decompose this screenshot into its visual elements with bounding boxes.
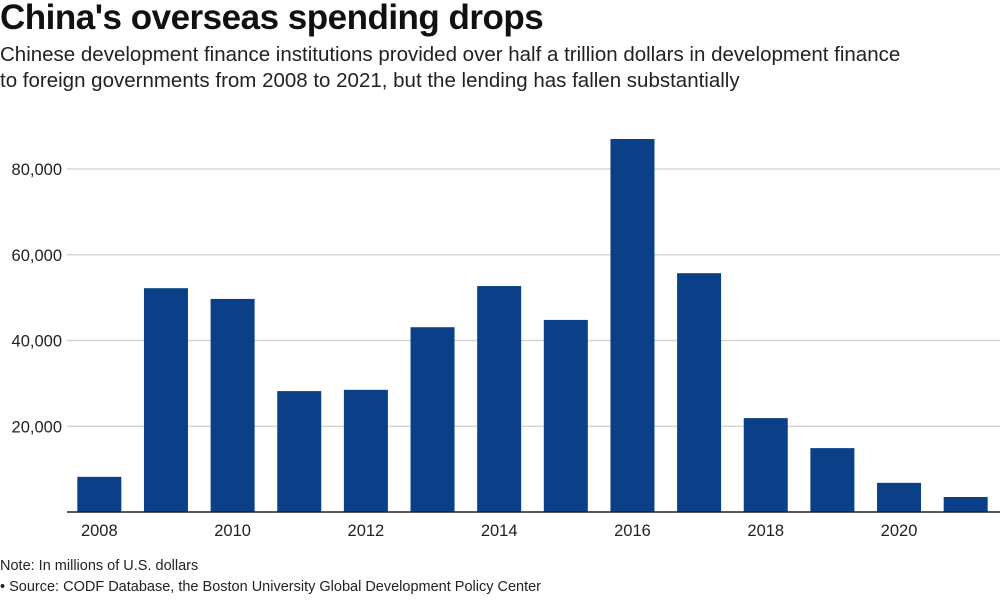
- chart-title: China's overseas spending drops: [0, 0, 544, 37]
- chart-note: Note: In millions of U.S. dollars: [0, 558, 199, 574]
- bar-2011: [277, 391, 322, 512]
- bar-2020: [877, 482, 922, 512]
- x-tick-label: 2010: [214, 522, 251, 540]
- bar-2019: [810, 448, 855, 512]
- bar-2021: [943, 496, 988, 512]
- bar-2015: [543, 319, 588, 512]
- gridlines: [67, 168, 1000, 427]
- x-tick-label: 2016: [614, 522, 651, 540]
- y-tick-label: 80,000: [12, 161, 62, 179]
- bar-2010: [210, 298, 255, 512]
- bar-2014: [477, 286, 522, 512]
- y-axis-ticks: 20,000 40,000 60,000 80,000: [12, 161, 62, 436]
- x-tick-label: 2020: [881, 522, 918, 540]
- x-tick-label: 2018: [747, 522, 784, 540]
- x-tick-label: 2014: [481, 522, 518, 540]
- bar-2017: [677, 273, 722, 512]
- x-tick-label: 2012: [348, 522, 385, 540]
- x-axis-ticks: 2008 2010 2012 2014 2016 2018 2020: [81, 522, 917, 540]
- y-tick-label: 20,000: [12, 418, 62, 436]
- x-tick-label: 2008: [81, 522, 118, 540]
- bars: [77, 138, 988, 513]
- subtitle-line-1: Chinese development finance institutions…: [0, 43, 901, 66]
- y-tick-label: 40,000: [12, 333, 62, 351]
- subtitle-line-2: to foreign governments from 2008 to 2021…: [0, 69, 740, 92]
- chart-subtitle: Chinese development finance institutions…: [0, 42, 1000, 94]
- bar-2008: [77, 476, 122, 512]
- bar-2016: [610, 138, 655, 513]
- bar-2013: [410, 327, 455, 512]
- y-tick-label: 60,000: [12, 247, 62, 265]
- bar-2018: [743, 418, 788, 512]
- chart-source: • Source: CODF Database, the Boston Univ…: [0, 579, 542, 595]
- bar-2009: [143, 288, 188, 512]
- bar-2012: [343, 389, 388, 512]
